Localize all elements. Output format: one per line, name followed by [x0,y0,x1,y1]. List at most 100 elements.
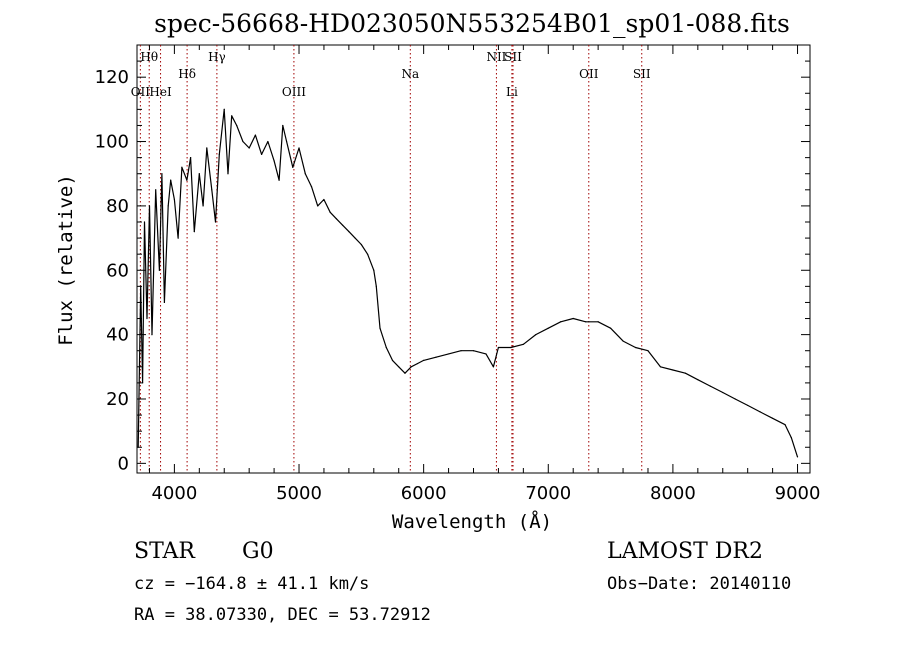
spectrum-point [423,359,425,361]
spectrum-point [366,253,369,255]
spectrum-point [211,189,213,191]
spectrum-point [354,237,356,239]
spectrum-point [597,321,599,323]
spectrum-point [722,391,724,394]
spectrum-point [198,173,200,175]
spectral-line-label: Na [401,67,419,81]
spectrum-point [622,340,624,342]
spectrum-point [214,221,217,223]
spectrum-point [177,237,179,239]
x-tick-label: 8000 [650,483,696,504]
spectrum-point [404,372,406,374]
chart-title: spec-56668-HD023050N553254B01_sp01-088.f… [154,9,790,38]
spectral-subclass: G0 [242,539,274,564]
spectral-line-label: NII [486,50,506,64]
y-axis: 0 20 40 60 80 100 120 [95,60,810,474]
y-tick-label: 80 [106,196,129,217]
spectrum-point [148,205,151,207]
spectrum-point [348,231,350,233]
spectrum-point [227,173,229,175]
y-axis-label: Flux (relative) [55,174,77,346]
spectrum-point [391,359,394,361]
spectrum-point [373,269,375,271]
spectral-line-label: SII [504,50,522,64]
coordinates: RA = 38.07330, DEC = 53.72912 [134,605,431,625]
spectrum-point [398,366,400,368]
spectrum-point [242,140,244,143]
spectrum-point [759,411,761,413]
spectrum-point [142,382,144,384]
y-tick-label: 0 [118,453,129,474]
spectrum-point [659,366,662,368]
y-tick-label: 60 [106,260,129,281]
spectral-line-label: HeI [149,85,172,99]
spectrum-point [170,179,172,181]
x-tick-label: 6000 [401,483,447,504]
y-tick-label: 120 [95,67,129,88]
spectrum-point [497,346,500,349]
survey-name: LAMOST DR2 [607,539,763,564]
spectrum-point [254,134,256,136]
y-tick-label: 40 [106,325,129,346]
spectrum-point [161,173,163,175]
x-tick-label: 9000 [775,483,821,504]
spectrum-point [709,385,711,387]
obs-date: Obs−Date: 20140110 [607,574,791,594]
spectrum-point [267,140,269,143]
spectrum-point [285,140,288,143]
spectrum-point [585,321,587,323]
spectrum-point [181,166,183,168]
spectrum-line [137,108,799,458]
spectral-line-label: Hθ [140,50,158,64]
spectrum-point [193,231,195,233]
spectrum-point [385,346,387,349]
spectrum-point [140,285,142,287]
spectrum-point [273,160,275,162]
plot-frame [136,44,811,474]
spectrum-point [547,327,549,329]
x-axis: 4000 5000 6000 7000 8000 9000 [148,45,821,504]
spectrum-point [522,343,524,345]
y-tick-label: 20 [106,389,129,410]
spectrum-series [137,108,799,458]
spectrum-point [189,157,192,159]
spectrum-point [784,424,786,426]
spectrum-point [379,327,381,329]
spectrum-point [261,153,263,156]
spectrum-point [137,446,139,448]
x-tick-label: 5000 [276,483,322,504]
x-tick-label: 7000 [525,483,571,504]
spectrum-point [146,317,148,320]
spectrum-point [560,321,562,323]
spectral-line-label: OIII [282,85,306,99]
spectral-line-label: Hδ [178,67,196,81]
spectrum-point [329,211,331,213]
spectrum-point [510,346,512,349]
spectrum-point [218,153,220,156]
spectrum-point [223,108,225,110]
spectrum-point [435,356,437,358]
spectrum-point [278,179,280,181]
spectrum-point [375,285,377,287]
spectrum-point [186,179,188,181]
spectrum-point [697,379,699,381]
spectrum-point [317,205,319,207]
x-axis-label: Wavelength (Å) [392,510,552,533]
spectrum-point [248,147,250,149]
spectrum-point [485,353,487,355]
spectral-line-label: SII [633,67,651,81]
spectrum-point [304,173,306,175]
spectrum-point [472,350,475,352]
y-tick-label: 100 [95,132,129,153]
spectrum-point [163,301,166,304]
spectrum-point [155,189,157,191]
spectrum-point [672,369,674,371]
spectrum-point [492,366,495,368]
spectrum-point [231,115,233,117]
spectrum-point [310,185,313,188]
spectral-line-label: Li [506,85,518,99]
spectrum-point [202,205,204,207]
spectral-line-label: Hγ [208,50,226,64]
